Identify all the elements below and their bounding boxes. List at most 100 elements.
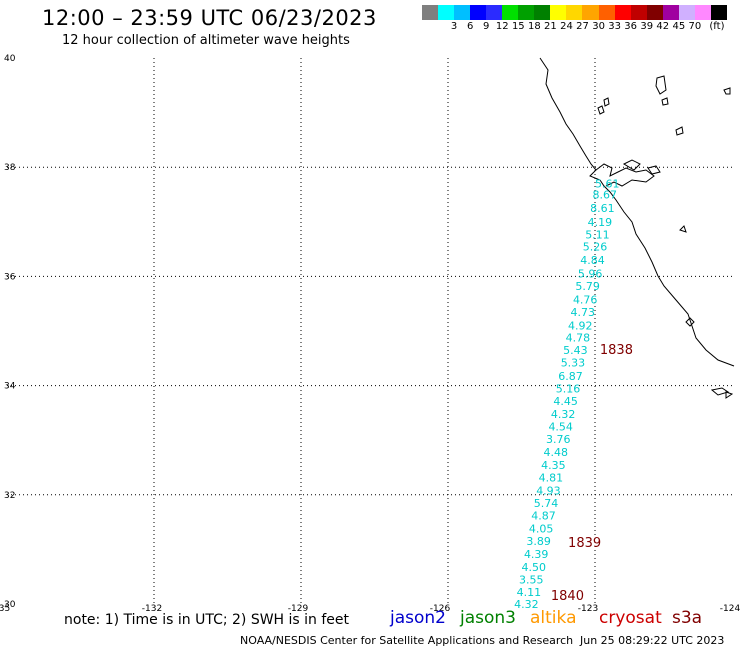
- color-scale-label: 42: [656, 21, 670, 32]
- swh-value: 4.39: [524, 548, 549, 561]
- color-swatch-15: [662, 5, 679, 20]
- color-scale-label: 3: [450, 21, 458, 32]
- swh-value: 4.78: [566, 332, 591, 345]
- swh-value: 4.50: [522, 561, 547, 574]
- swh-value: 5.43: [563, 344, 588, 357]
- swh-value: 4.76: [573, 293, 598, 306]
- swh-value: 4.87: [531, 510, 556, 523]
- color-swatch-16: [678, 5, 695, 20]
- satellite-s3a: s3a: [672, 608, 703, 628]
- color-swatch-5: [502, 5, 519, 20]
- swh-value: 4.45: [553, 395, 578, 408]
- satellite-jason2: jason2: [390, 608, 446, 628]
- color-scale-labels: 3 6 9 12 15 18 21 24 27 30 33 36 39 42 45 70 (ft): [422, 21, 740, 35]
- color-scale-bar: [422, 5, 727, 20]
- color-swatch-3: [470, 5, 487, 20]
- color-scale-label: 45: [672, 21, 686, 32]
- lat-tick-label: 36: [4, 272, 16, 282]
- color-scale-label: 9: [483, 21, 490, 32]
- color-swatch-0: [422, 5, 439, 20]
- lon-tick-label: -132: [142, 604, 162, 614]
- color-scale-label: 36: [624, 21, 638, 32]
- lon-tick-label: -126: [430, 604, 451, 614]
- swh-value: 4.84: [580, 254, 605, 267]
- color-scale-label: (ft): [709, 21, 725, 32]
- pass-time-label: 1838: [600, 343, 633, 358]
- lat-tick-label: 40: [4, 54, 16, 64]
- color-scale-label: 21: [544, 21, 557, 32]
- swh-value: 4.73: [571, 306, 596, 319]
- swh-value: 5.74: [534, 497, 559, 510]
- satellite-altika: altika: [530, 608, 577, 628]
- color-swatch-9: [566, 5, 583, 20]
- swh-value: 8.67: [593, 189, 618, 202]
- altimeter-track: 5.618.678.614.195.115.264.845.965.794.76…: [514, 178, 619, 611]
- lat-tick-label: 38: [4, 163, 16, 173]
- lon-tick-label: -124: [720, 604, 740, 614]
- color-swatch-12: [614, 5, 631, 20]
- pass-time-labels: 1838 1839 1840: [551, 343, 633, 604]
- swh-value: 4.19: [588, 216, 613, 229]
- swh-value: 5.79: [575, 280, 600, 293]
- color-swatch-2: [454, 5, 471, 20]
- swh-value: 4.48: [544, 446, 569, 459]
- mono-lake: [675, 126, 684, 136]
- color-swatch-6: [518, 5, 535, 20]
- color-scale-label: 39: [640, 21, 654, 32]
- swh-value: 8.61: [590, 202, 615, 215]
- map-title: 12:00 – 23:59 UTC 06/23/2023: [42, 6, 377, 30]
- lon-tick-label: -123: [578, 604, 598, 614]
- swh-value: 4.81: [539, 471, 564, 484]
- color-scale-label: 27: [576, 21, 589, 32]
- color-swatch-1: [438, 5, 455, 20]
- color-scale-label: 33: [608, 21, 621, 32]
- swh-value: 3.76: [546, 433, 571, 446]
- color-scale-label: 30: [592, 21, 605, 32]
- coastline-north: [539, 57, 735, 367]
- delta-lakes: [622, 159, 661, 175]
- color-scale-label: 24: [560, 21, 573, 32]
- color-scale-label: 18: [527, 21, 541, 32]
- map-subtitle: 12 hour collection of altimeter wave hei…: [62, 33, 350, 48]
- color-scale-label: 15: [511, 21, 525, 32]
- swh-value: 5.26: [583, 240, 608, 253]
- color-swatch-13: [630, 5, 647, 20]
- lat-tick-label: 30: [4, 600, 16, 610]
- swh-value: 4.11: [517, 586, 542, 599]
- color-scale-label: 70: [688, 21, 702, 32]
- color-swatch-7: [534, 5, 551, 20]
- san-francisco-bay: [595, 163, 655, 187]
- swh-value: 5.33: [561, 357, 586, 370]
- axis-tick-labels: -135 -132 -129 -126 -123 -124 40 38 36 34 32 30: [0, 54, 740, 614]
- lat-tick-label: 32: [4, 491, 15, 501]
- swh-value: 4.93: [536, 484, 561, 497]
- units-note: note: 1) Time is in UTC; 2) SWH is in fe…: [64, 612, 350, 628]
- lake-tahoe: [655, 75, 669, 106]
- swh-value: 5.16: [556, 382, 581, 395]
- swh-value: 4.32: [514, 598, 539, 611]
- color-swatch-8: [550, 5, 567, 20]
- swh-value: 6.87: [558, 370, 583, 383]
- swh-value: 4.92: [568, 320, 593, 333]
- swh-value: 4.54: [548, 421, 573, 434]
- color-swatch-11: [598, 5, 615, 20]
- color-swatch-14: [646, 5, 663, 20]
- color-scale-label: 6: [466, 21, 474, 32]
- swh-value: 3.55: [519, 573, 544, 586]
- swh-value: 4.05: [529, 523, 554, 536]
- lat-tick-label: 34: [4, 382, 16, 392]
- pass-time-label: 1840: [551, 589, 584, 604]
- satellite-cryosat: cryosat: [599, 608, 662, 628]
- pass-time-label: 1839: [568, 536, 601, 551]
- credit-line: NOAA/NESDIS Center for Satellite Applica…: [240, 634, 574, 647]
- lon-tick-label: -135: [0, 604, 10, 614]
- satellite-jason3: jason3: [460, 608, 516, 628]
- color-swatch-10: [582, 5, 599, 20]
- lat-lon-grid: [7, 58, 735, 604]
- swh-value: 5.61: [595, 178, 620, 191]
- color-swatch-4: [486, 5, 503, 20]
- swh-value: 5.11: [585, 228, 610, 241]
- channel-islands: [710, 387, 734, 399]
- color-swatch-18: [710, 5, 727, 20]
